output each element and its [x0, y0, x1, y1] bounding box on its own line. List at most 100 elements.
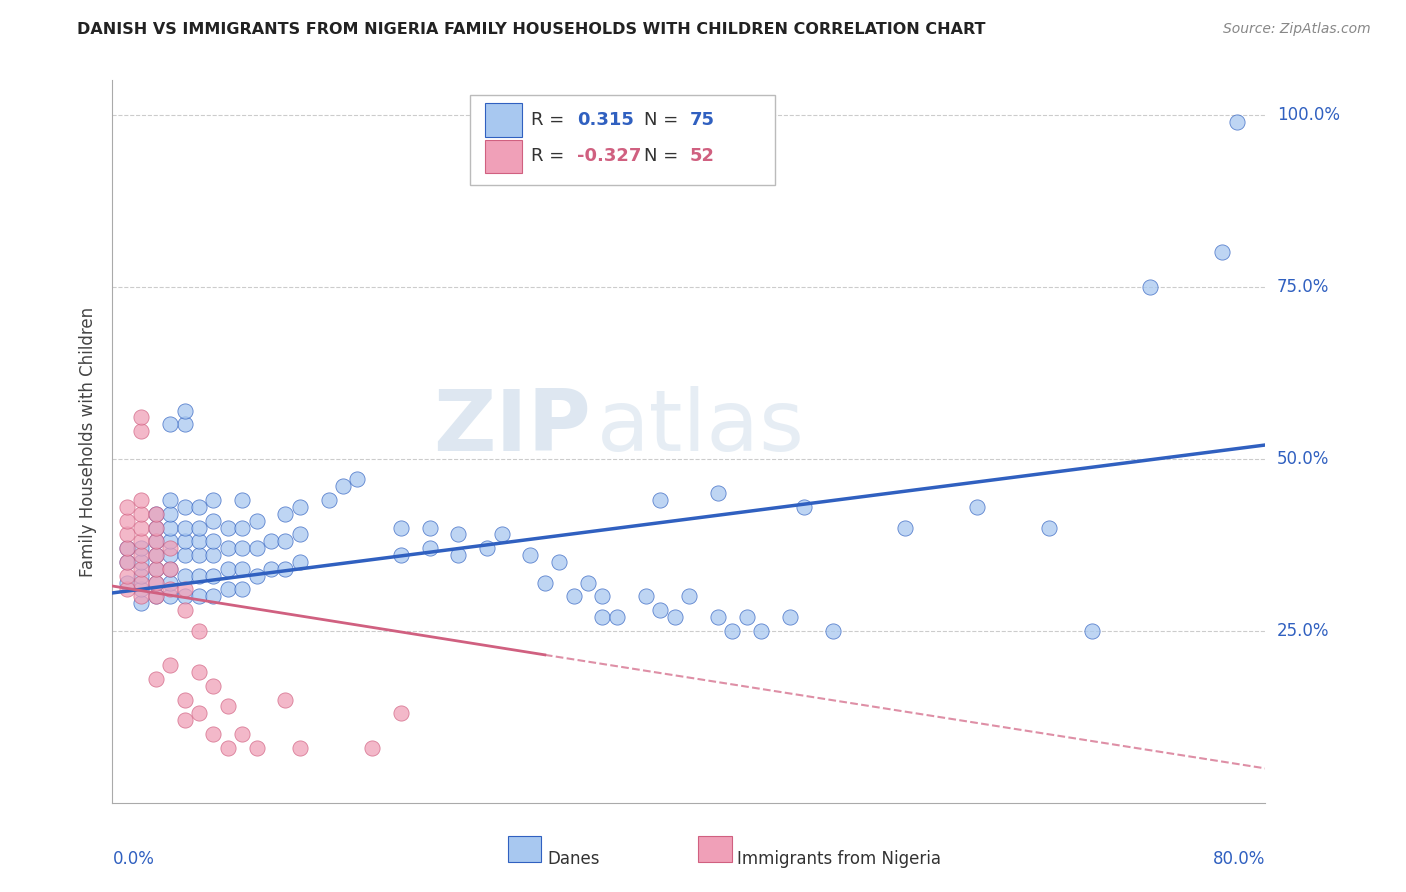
Point [231, 541, 253, 556]
FancyBboxPatch shape [485, 103, 522, 136]
Point [145, 534, 167, 549]
Point [173, 403, 195, 417]
FancyBboxPatch shape [485, 139, 522, 173]
Point [288, 500, 311, 514]
Point [634, 590, 657, 604]
Point [173, 713, 195, 727]
Point [159, 582, 181, 597]
Point [115, 541, 138, 556]
Point [145, 562, 167, 576]
Point [260, 562, 283, 576]
Point [188, 590, 211, 604]
Point [145, 507, 167, 521]
Point [188, 624, 211, 638]
Point [188, 568, 211, 582]
Point [1211, 245, 1233, 260]
Point [145, 520, 167, 534]
Point [202, 514, 225, 528]
Point [188, 534, 211, 549]
Point [129, 541, 153, 556]
Point [318, 493, 340, 508]
FancyBboxPatch shape [508, 836, 541, 862]
Text: ZIP: ZIP [433, 385, 591, 468]
Text: 52: 52 [690, 147, 716, 165]
Point [793, 500, 815, 514]
Point [447, 548, 470, 562]
Point [129, 493, 153, 508]
Point [217, 520, 239, 534]
Point [159, 658, 181, 673]
Text: -0.327: -0.327 [576, 147, 641, 165]
Point [1226, 114, 1249, 128]
Point [145, 548, 167, 562]
Point [217, 562, 239, 576]
Point [173, 500, 195, 514]
Point [202, 590, 225, 604]
Text: 0.0%: 0.0% [112, 850, 155, 868]
Text: 50.0%: 50.0% [1277, 450, 1329, 467]
Point [274, 534, 297, 549]
Point [821, 624, 844, 638]
Point [576, 575, 599, 590]
Text: 0.315: 0.315 [576, 111, 634, 129]
Point [173, 582, 195, 597]
Point [447, 527, 470, 541]
Point [145, 548, 167, 562]
Point [188, 500, 211, 514]
Point [173, 520, 195, 534]
Point [749, 624, 772, 638]
Point [231, 562, 253, 576]
Point [664, 610, 686, 624]
Point [145, 672, 167, 686]
Point [678, 590, 700, 604]
Point [419, 541, 441, 556]
Point [894, 520, 917, 534]
Point [288, 527, 311, 541]
Point [115, 575, 138, 590]
Point [202, 679, 225, 693]
Point [159, 507, 181, 521]
Text: 80.0%: 80.0% [1213, 850, 1265, 868]
Point [188, 548, 211, 562]
Point [129, 410, 153, 425]
FancyBboxPatch shape [470, 95, 776, 185]
Point [274, 507, 297, 521]
Point [534, 575, 557, 590]
Point [145, 575, 167, 590]
Point [231, 493, 253, 508]
Point [129, 562, 153, 576]
Point [707, 486, 730, 500]
Point [115, 514, 138, 528]
Point [129, 582, 153, 597]
Point [246, 514, 269, 528]
Point [389, 520, 412, 534]
Point [115, 568, 138, 582]
Point [1081, 624, 1104, 638]
Point [159, 541, 181, 556]
Point [145, 520, 167, 534]
Point [145, 590, 167, 604]
Point [519, 548, 541, 562]
Point [202, 493, 225, 508]
Text: N =: N = [644, 111, 683, 129]
Point [592, 610, 614, 624]
Text: N =: N = [644, 147, 683, 165]
Point [491, 527, 513, 541]
Point [202, 534, 225, 549]
Point [129, 555, 153, 569]
Point [389, 706, 412, 721]
Point [129, 575, 153, 590]
Point [246, 740, 269, 755]
Point [115, 500, 138, 514]
Point [650, 493, 672, 508]
Point [231, 582, 253, 597]
Point [231, 727, 253, 741]
Text: 100.0%: 100.0% [1277, 105, 1340, 124]
Point [1038, 520, 1060, 534]
Point [129, 548, 153, 562]
Point [159, 520, 181, 534]
Point [173, 603, 195, 617]
Point [217, 582, 239, 597]
Point [129, 534, 153, 549]
Point [129, 596, 153, 610]
